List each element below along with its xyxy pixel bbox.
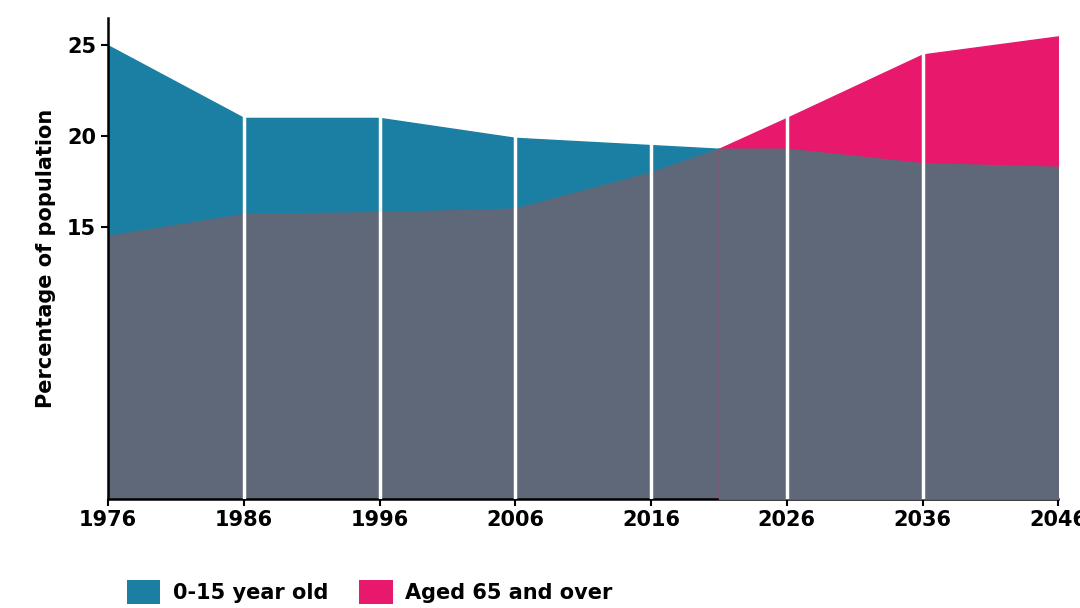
Legend: 0-15 year old, Aged 65 and over: 0-15 year old, Aged 65 and over	[119, 572, 621, 608]
Y-axis label: Percentage of population: Percentage of population	[36, 109, 56, 408]
